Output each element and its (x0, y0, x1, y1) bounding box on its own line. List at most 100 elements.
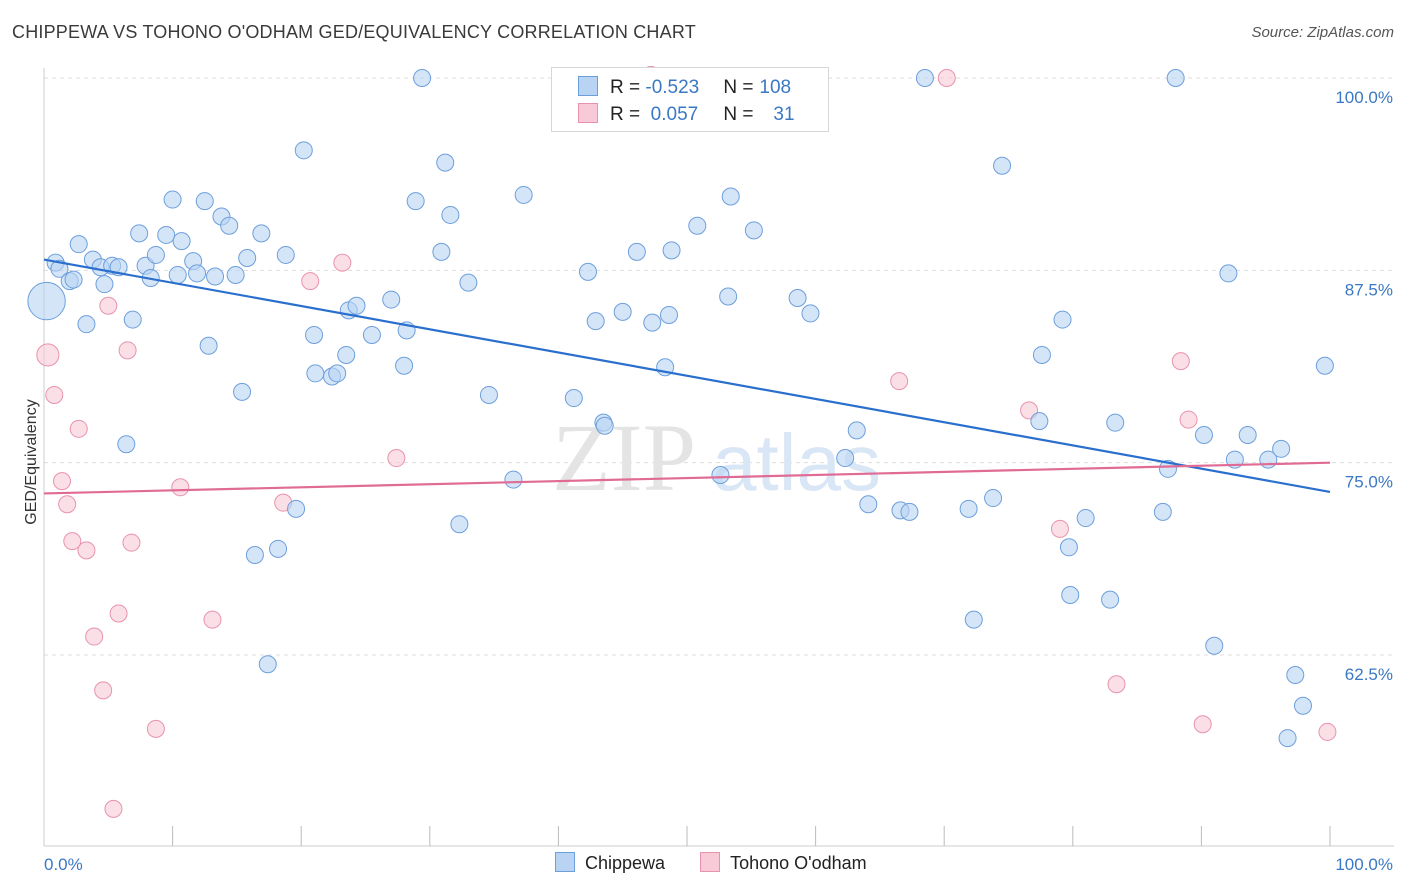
data-point (1205, 636, 1224, 655)
data-point (1171, 352, 1190, 371)
data-point (836, 449, 855, 468)
data-point (1293, 696, 1312, 715)
data-point (1193, 715, 1212, 734)
series-chippewa-points (27, 69, 1334, 748)
legend-r-value: -0.523 (645, 77, 700, 98)
y-axis-title: GED/Equivalency (23, 399, 40, 524)
legend-row-tohono: R = 0.057 N = 31 (578, 103, 795, 127)
legend-r-label: R = (610, 104, 646, 125)
data-point (245, 545, 264, 564)
data-point (168, 265, 187, 284)
data-point (564, 389, 583, 408)
data-point (294, 141, 313, 160)
data-point (1158, 459, 1177, 478)
data-point (459, 273, 478, 292)
data-point (1107, 675, 1126, 694)
data-point (441, 205, 460, 224)
x-tick-labels: 0.0% 100.0% (44, 855, 1393, 874)
data-point (801, 304, 820, 323)
data-point (36, 343, 60, 367)
data-point (163, 190, 182, 209)
data-point (77, 541, 96, 560)
data-point (1315, 356, 1334, 375)
legend-r-label: R = (610, 77, 646, 98)
trend-lines (43, 258, 1331, 495)
data-point (719, 287, 738, 306)
data-point (514, 185, 533, 204)
y-tick-label: 100.0% (1335, 88, 1393, 107)
data-point (146, 245, 165, 264)
data-point (85, 627, 104, 646)
data-point (69, 235, 88, 254)
chart-title: CHIPPEWA VS TOHONO O'ODHAM GED/EQUIVALEN… (12, 22, 696, 42)
data-point (333, 253, 352, 272)
axes (43, 68, 1394, 847)
legend-swatch-blue (555, 852, 575, 872)
data-point (258, 655, 277, 674)
legend-n-label: N = (723, 104, 754, 125)
legend-swatch-blue (578, 76, 598, 96)
data-point (1272, 439, 1291, 458)
data-point (328, 364, 347, 383)
x-tick-label: 100.0% (1335, 855, 1393, 874)
data-point (69, 419, 88, 438)
data-point (859, 495, 878, 514)
watermark-zip: ZIP (552, 404, 696, 511)
data-point (900, 502, 919, 521)
data-point (118, 341, 137, 360)
legend-n-label: N = (723, 77, 754, 98)
data-point (123, 310, 142, 329)
data-point (1053, 310, 1072, 329)
data-point (188, 264, 207, 283)
data-point (1219, 264, 1238, 283)
data-point (1238, 425, 1257, 444)
data-point (406, 192, 425, 211)
data-point (1076, 509, 1095, 528)
data-point (172, 232, 191, 251)
data-point (847, 421, 866, 440)
data-point (382, 290, 401, 309)
stats-legend: R = -0.523 N = 108 R = 0.057 N = 31 (551, 67, 829, 132)
data-point (1278, 729, 1297, 748)
data-point (226, 265, 245, 284)
data-point (64, 270, 83, 289)
data-point (613, 302, 632, 321)
data-point (915, 69, 934, 87)
data-point (1153, 502, 1172, 521)
y-tick-label: 75.0% (1345, 473, 1393, 492)
series-legend: Chippewa Tohono O'odham (555, 852, 897, 874)
data-point (206, 267, 225, 286)
x-tick-label: 0.0% (44, 855, 83, 874)
data-point (269, 539, 288, 558)
legend-swatch-pink (578, 103, 598, 123)
data-point (50, 259, 69, 278)
y-tick-label: 62.5% (1345, 665, 1393, 684)
data-point (157, 225, 176, 244)
legend-label-chippewa: Chippewa (585, 853, 666, 873)
source-label: Source: ZipAtlas.com (1251, 24, 1394, 41)
data-point (195, 192, 214, 211)
data-point (276, 245, 295, 264)
legend-item-chippewa: Chippewa (555, 852, 665, 874)
data-point (1106, 413, 1125, 432)
data-point (1030, 412, 1049, 431)
data-point (252, 224, 271, 243)
data-point (109, 604, 128, 623)
data-point (890, 372, 909, 391)
data-point (347, 296, 366, 315)
data-point (233, 382, 252, 401)
data-point (450, 515, 469, 534)
data-point (95, 275, 114, 294)
data-point (287, 499, 306, 518)
data-point (58, 495, 77, 514)
data-point (1286, 666, 1305, 685)
legend-n-value: 31 (773, 104, 795, 125)
data-point (964, 610, 983, 629)
data-point (337, 345, 356, 364)
legend-swatch-pink (700, 852, 721, 872)
data-point (1179, 410, 1198, 429)
data-point (117, 435, 136, 454)
data-point (436, 153, 455, 172)
data-point (27, 281, 66, 321)
